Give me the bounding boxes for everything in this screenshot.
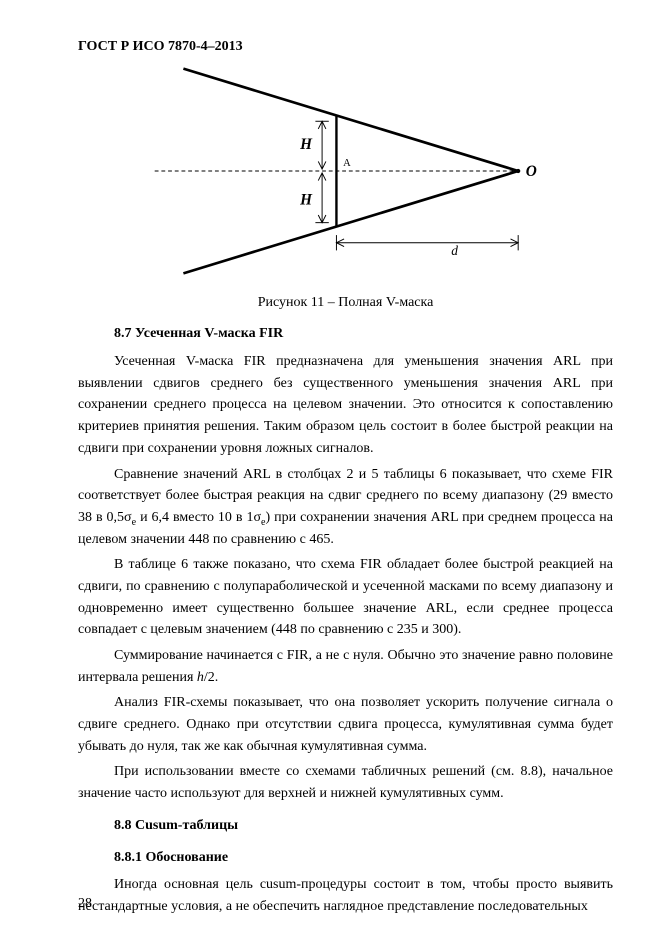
figure-caption: Рисунок 11 ‒ Полная V-маска (78, 292, 613, 314)
p4-h-italic: h (197, 670, 204, 685)
v-mask-figure: H H A O d (126, 56, 566, 286)
label-h-lower: H (299, 191, 313, 208)
paragraph-5: Анализ FIR-схемы показывает, что она поз… (78, 692, 613, 757)
figure-v-mask-wrap: H H A O d (78, 56, 613, 286)
label-o: O (525, 162, 536, 179)
document-code-header: ГОСТ Р ИСО 7870-4–2013 (78, 36, 613, 58)
p4-text-post: /2. (204, 670, 218, 685)
paragraph-3: В таблице 6 также показано, что схема FI… (78, 554, 613, 641)
label-h-upper: H (299, 136, 313, 153)
p2-text-mid: и 6,4 вместо 10 в 1σ (136, 510, 261, 525)
page-number: 28 (78, 893, 92, 915)
section-8-7-title: 8.7 Усеченная V-маска FIR (78, 323, 613, 345)
paragraph-7: Иногда основная цель cusum-процедуры сос… (78, 874, 613, 917)
paragraph-2: Сравнение значений ARL в столбцах 2 и 5 … (78, 464, 613, 551)
label-d: d (451, 243, 458, 258)
paragraph-6: При использовании вместе со схемами табл… (78, 761, 613, 804)
page: ГОСТ Р ИСО 7870-4–2013 (0, 0, 661, 935)
p4-text-pre: Суммирование начинается с FIR, а не с ну… (78, 648, 613, 685)
section-8-8-title: 8.8 Cusum-таблицы (78, 815, 613, 837)
paragraph-4: Суммирование начинается с FIR, а не с ну… (78, 645, 613, 688)
paragraph-1: Усеченная V-маска FIR предназначена для … (78, 351, 613, 459)
label-a: A (343, 158, 351, 169)
section-8-8-1-title: 8.8.1 Обоснование (78, 847, 613, 869)
